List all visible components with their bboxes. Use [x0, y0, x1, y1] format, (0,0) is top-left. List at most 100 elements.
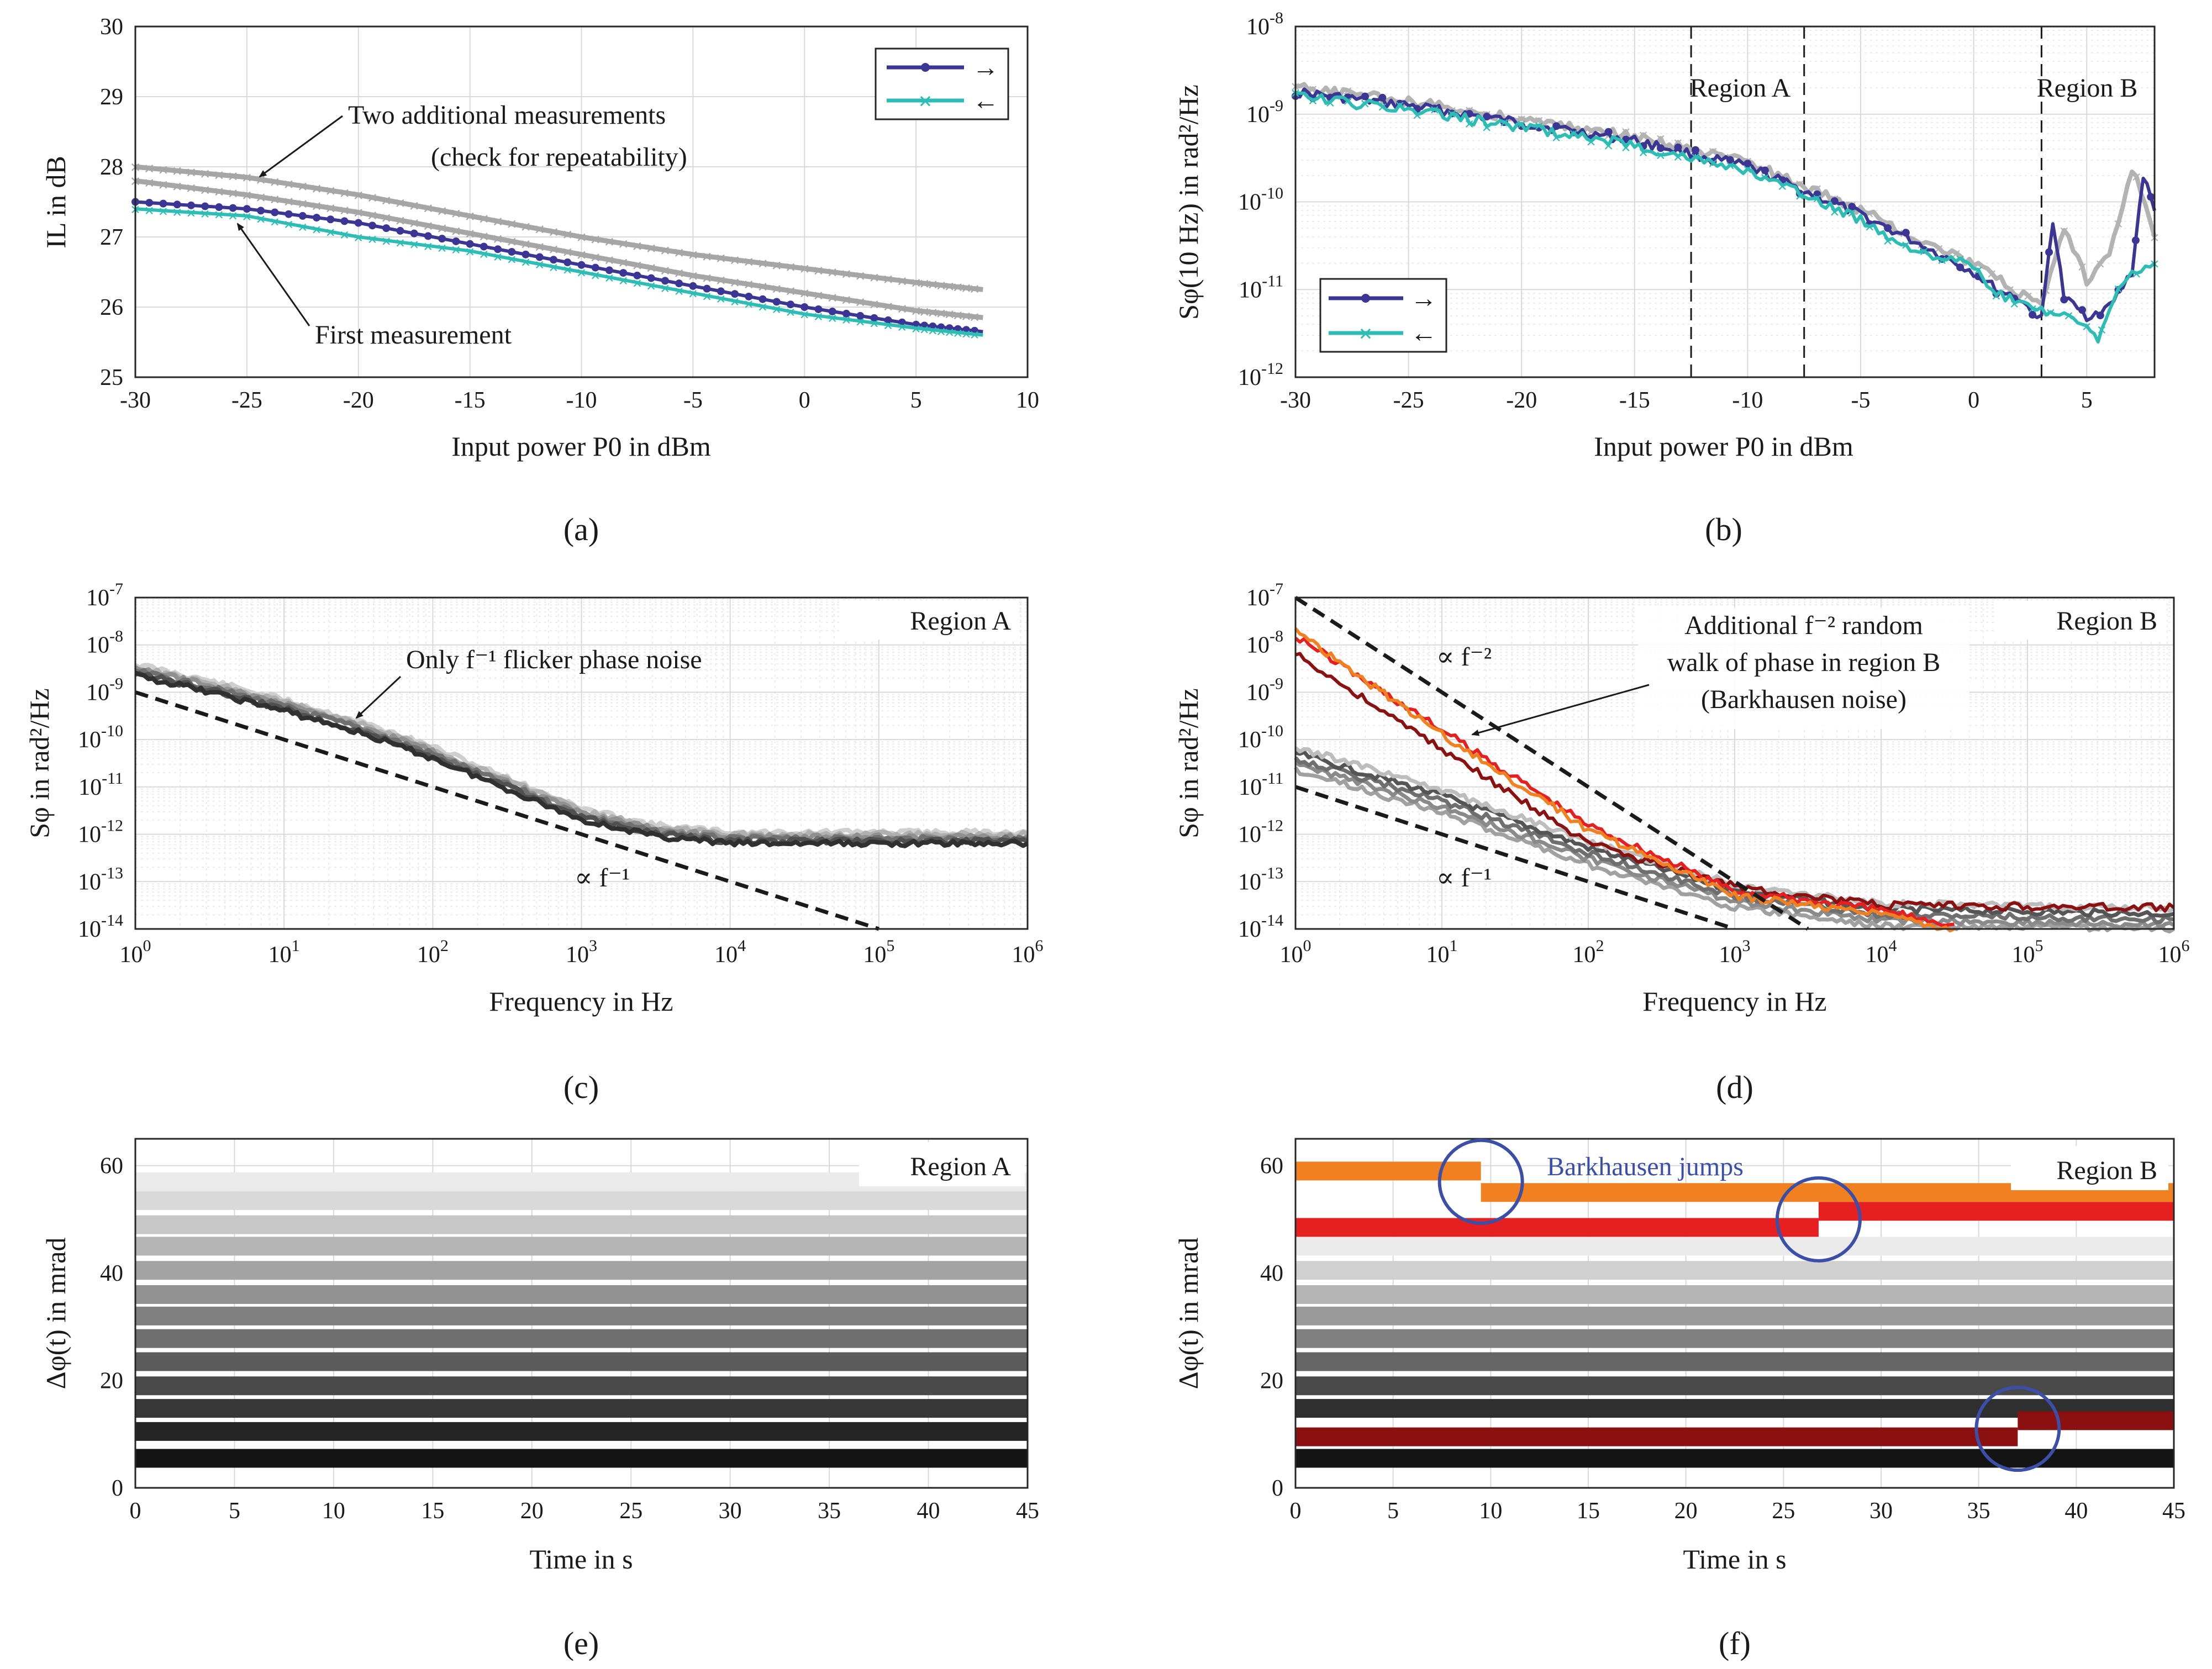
series-marker: × [395, 211, 405, 231]
series-marker [396, 226, 404, 235]
series-marker: × [618, 271, 628, 291]
series-marker [187, 201, 195, 209]
series-marker: × [339, 183, 350, 204]
x-tick-label: 106 [2158, 937, 2190, 968]
series-marker [145, 199, 154, 207]
series-marker: × [478, 209, 489, 230]
series-marker: × [2046, 303, 2056, 323]
x-tick-label: 40 [917, 1498, 940, 1524]
panel-a-ylabel: IL in dB [40, 156, 71, 249]
panel-d-frame [1294, 596, 2175, 930]
series-marker: × [1830, 202, 1840, 221]
x-tick-label: 30 [719, 1498, 742, 1524]
series-marker: × [969, 279, 979, 300]
series-marker [550, 256, 558, 264]
series-marker: × [242, 207, 252, 226]
series-marker [1884, 224, 1892, 232]
panel-e-region-bg [859, 1142, 1025, 1186]
jump-trace-before [1295, 1218, 1819, 1237]
phase-trace [135, 1422, 1028, 1441]
panel-e-xlabel: Time in s [529, 1544, 633, 1575]
series-marker: × [1760, 168, 1770, 188]
x-tick-label: 30 [1869, 1498, 1893, 1524]
series-marker: × [2063, 306, 2073, 326]
series-marker: × [646, 239, 656, 259]
series-marker [494, 245, 502, 253]
panel-a-caption: (a) [563, 511, 599, 547]
series-marker: × [451, 240, 461, 260]
spectrum-trace-grey [1294, 756, 2174, 925]
x-tick-label: 103 [1719, 937, 1751, 968]
x-tick-label: 104 [1866, 937, 1897, 968]
series-marker: × [632, 256, 642, 276]
series-marker: × [919, 302, 930, 323]
series-marker: × [855, 311, 865, 331]
phase-trace [1295, 1329, 2174, 1348]
panel-c-region-label: Region A [910, 606, 1011, 636]
y-tick-label: 10-9 [1246, 97, 1283, 128]
panel-f-ylabel: Δφ(t) in mrad [1173, 1238, 1204, 1390]
y-tick-label: 26 [100, 295, 123, 320]
series-marker [800, 303, 809, 311]
y-tick-label: 0 [112, 1476, 123, 1501]
series-marker: × [744, 294, 754, 314]
series-marker: × [1987, 264, 1997, 284]
series-marker: × [1360, 93, 1370, 113]
series-marker [522, 250, 530, 258]
series-marker [1361, 92, 1369, 101]
panel-d-annotation-slope1: ∝ f⁻¹ [1436, 863, 1492, 892]
panel-a-annotation-two-measurements: Two additional measurements [348, 101, 666, 130]
series-marker: × [144, 173, 155, 194]
series-marker: × [590, 248, 601, 268]
y-tick-label: 10-8 [86, 627, 123, 658]
series-marker: × [437, 238, 447, 258]
jump-trace-before [1295, 1427, 2018, 1446]
series-marker: × [507, 232, 517, 252]
series-marker: × [354, 228, 364, 247]
series-marker: × [256, 209, 266, 229]
series-marker: × [2059, 221, 2069, 241]
series-marker: × [744, 275, 754, 295]
series-marker: × [945, 322, 955, 342]
series-marker: × [799, 284, 810, 304]
series-marker: × [367, 188, 377, 209]
y-tick-label: 10-7 [1246, 580, 1283, 611]
panel-c-arrow [355, 675, 402, 719]
series-marker: × [1325, 93, 1335, 113]
series-marker: × [928, 303, 938, 324]
panel-f-jump-circles [1437, 1138, 2061, 1472]
spectrum-trace-grey [1294, 766, 2175, 934]
series-marker [2131, 236, 2140, 245]
series-marker: × [1673, 147, 1683, 167]
panel-d-region-label: Region B [2056, 606, 2157, 636]
series-marker: × [158, 175, 168, 196]
series-marker [382, 224, 391, 233]
series-marker: × [936, 304, 946, 324]
panel-c-frame [134, 596, 1029, 930]
y-tick-label: 10-10 [1238, 184, 1283, 215]
series-marker: × [144, 200, 154, 220]
series-marker: × [534, 220, 545, 240]
y-tick-label: 10-9 [1246, 674, 1283, 705]
series-marker: × [2027, 299, 2037, 319]
panel-e-caption: (e) [563, 1625, 599, 1661]
x-tick-label: -5 [1851, 388, 1871, 413]
series-marker [229, 204, 237, 212]
series-marker: × [897, 317, 907, 337]
phase-trace [135, 1237, 1028, 1256]
panel-e-series [135, 1172, 1028, 1468]
legend-a-backward-marker: × [918, 88, 932, 115]
series-marker [1726, 156, 1734, 164]
series-marker: × [604, 250, 614, 271]
series-marker: × [297, 194, 308, 215]
series-marker: × [1412, 105, 1422, 125]
x-tick-label: 5 [229, 1498, 240, 1524]
panel-a-xlabel: Input power P0 in dBm [451, 431, 711, 462]
series-marker: × [1377, 97, 1387, 117]
series-marker [354, 219, 362, 227]
legend-a-forward-label: → [972, 53, 999, 82]
series-marker: × [548, 240, 559, 260]
panel-c-annotation-slope: ∝ f⁻¹ [575, 863, 630, 892]
series-marker [2078, 306, 2087, 314]
series-marker [1657, 144, 1665, 152]
